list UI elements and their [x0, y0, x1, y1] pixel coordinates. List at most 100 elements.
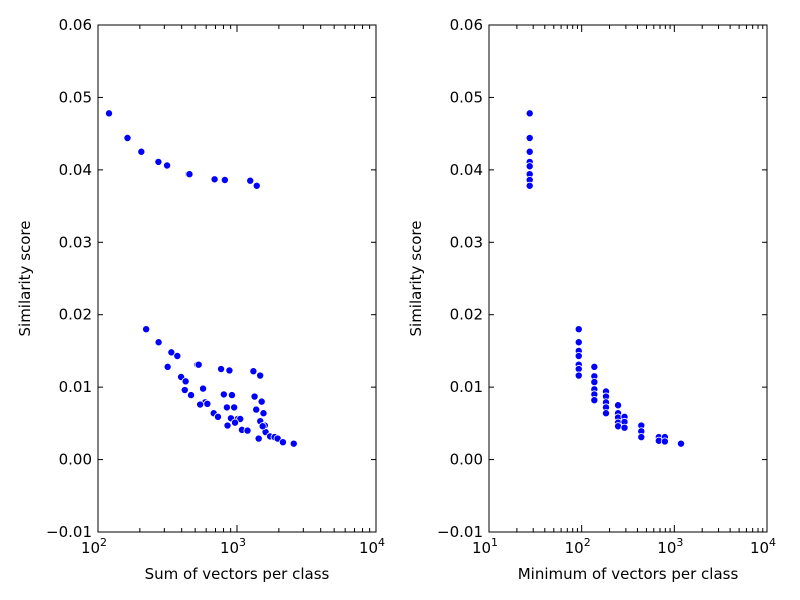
x-tick-base: 10	[750, 539, 769, 557]
x-tick-label: 102	[565, 536, 591, 557]
y-tick-label: 0.02	[59, 306, 92, 324]
data-point	[230, 403, 239, 412]
y-tick-label: −0.01	[437, 523, 483, 541]
x-tick-base: 10	[359, 539, 378, 557]
x-tick-base: 10	[472, 539, 491, 557]
data-point	[660, 437, 669, 446]
x-tick-base: 10	[81, 539, 100, 557]
x-tick-label: 103	[657, 536, 683, 557]
x-tick-exponent: 4	[769, 536, 776, 549]
data-point	[525, 109, 534, 118]
x-tick-label: 103	[220, 536, 246, 557]
x-tick-exponent: 3	[676, 536, 683, 549]
y-tick-label: 0.03	[59, 233, 92, 251]
data-point	[222, 403, 231, 412]
data-point	[278, 438, 287, 447]
data-point	[574, 338, 583, 347]
data-point	[250, 392, 259, 401]
x-axis-label: Sum of vectors per class	[145, 565, 330, 583]
axes-frame	[488, 24, 768, 533]
data-point	[637, 433, 646, 442]
data-point	[181, 377, 190, 386]
data-point	[219, 390, 228, 399]
data-point	[676, 439, 685, 448]
data-point	[249, 367, 258, 376]
data-point	[525, 133, 534, 142]
x-tick-base: 10	[565, 539, 584, 557]
data-point	[194, 360, 203, 369]
data-point	[227, 391, 236, 400]
data-point	[259, 409, 268, 418]
axes-frame	[97, 24, 377, 533]
data-point	[180, 386, 189, 395]
x-tick-label: 104	[359, 536, 385, 557]
y-tick-label: 0.00	[59, 451, 92, 469]
y-axis-label: Similarity score	[407, 221, 425, 337]
x-tick-label: 104	[750, 536, 776, 557]
y-tick-label: 0.06	[450, 16, 483, 34]
y-tick-label: 0.02	[450, 306, 483, 324]
x-tick-label: 101	[472, 536, 498, 557]
y-tick-label: 0.05	[59, 88, 92, 106]
data-point	[590, 396, 599, 405]
y-tick-label: 0.04	[59, 161, 92, 179]
data-point	[210, 175, 219, 184]
data-point	[525, 162, 534, 171]
data-point	[185, 170, 194, 179]
data-point	[258, 422, 267, 431]
data-point	[525, 147, 534, 156]
data-point	[142, 325, 151, 334]
data-point	[225, 366, 234, 375]
data-point	[574, 371, 583, 380]
data-point	[105, 109, 114, 118]
y-tick-label: 0.01	[450, 378, 483, 396]
y-tick-label: 0.04	[450, 161, 483, 179]
y-tick-label: 0.05	[450, 88, 483, 106]
data-point	[256, 371, 265, 380]
data-point	[243, 426, 252, 435]
data-point	[213, 412, 222, 421]
x-tick-exponent: 2	[584, 536, 591, 549]
data-point	[574, 325, 583, 334]
data-point	[620, 423, 629, 432]
data-point	[231, 418, 240, 427]
data-point	[574, 351, 583, 360]
x-tick-base: 10	[220, 539, 239, 557]
data-point	[590, 362, 599, 371]
data-point	[199, 384, 208, 393]
x-tick-exponent: 3	[239, 536, 246, 549]
y-tick-label: 0.01	[59, 378, 92, 396]
data-point	[257, 397, 266, 406]
data-point	[163, 362, 172, 371]
y-tick-label: 0.06	[59, 16, 92, 34]
data-point	[173, 351, 182, 360]
data-point	[252, 181, 261, 190]
data-point	[137, 147, 146, 156]
data-point	[154, 157, 163, 166]
data-point	[254, 434, 263, 443]
data-point	[217, 365, 226, 374]
data-point	[246, 176, 255, 185]
x-axis-label: Minimum of vectors per class	[518, 565, 739, 583]
data-point	[163, 161, 172, 170]
data-point	[252, 405, 261, 414]
data-point	[123, 133, 132, 142]
y-axis-label: Similarity score	[16, 221, 34, 337]
data-point	[167, 348, 176, 357]
data-point	[187, 391, 196, 400]
data-point	[154, 338, 163, 347]
x-tick-exponent: 4	[378, 536, 385, 549]
data-point	[614, 401, 623, 410]
data-point	[289, 439, 298, 448]
x-tick-base: 10	[657, 539, 676, 557]
data-point	[203, 399, 212, 408]
x-tick-exponent: 1	[491, 536, 498, 549]
y-tick-label: 0.00	[450, 451, 483, 469]
data-point	[614, 422, 623, 431]
x-tick-exponent: 2	[100, 536, 107, 549]
y-tick-label: 0.03	[450, 233, 483, 251]
data-point	[220, 175, 229, 184]
y-tick-label: −0.01	[46, 523, 92, 541]
